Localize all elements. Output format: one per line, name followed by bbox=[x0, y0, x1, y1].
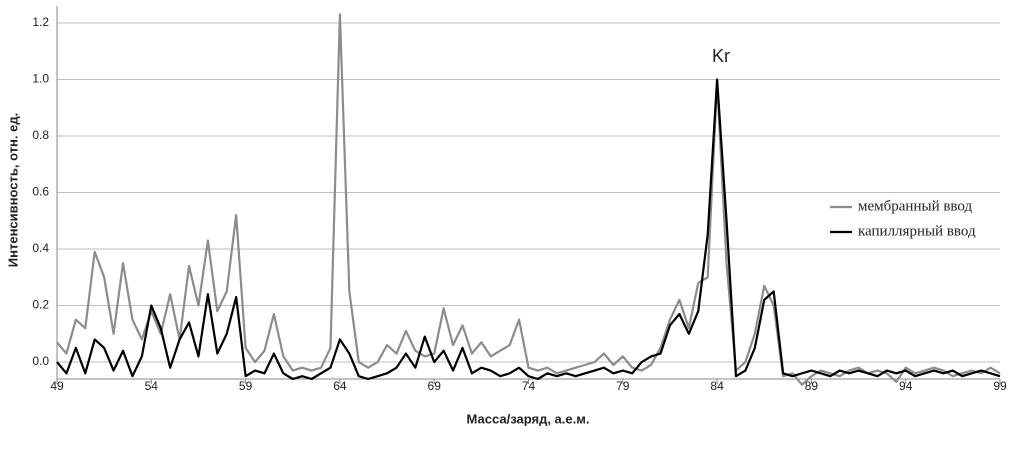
legend-label: мембранный ввод bbox=[858, 198, 972, 214]
x-tick-label: 49 bbox=[50, 379, 64, 393]
x-tick-label: 89 bbox=[805, 379, 819, 393]
x-tick-label: 79 bbox=[616, 379, 630, 393]
y-tick-label: 0.4 bbox=[32, 241, 49, 255]
x-tick-label: 94 bbox=[899, 379, 913, 393]
y-tick-label: 0.6 bbox=[32, 185, 49, 199]
y-tick-label: 0.8 bbox=[32, 128, 49, 142]
y-tick-label: 0.2 bbox=[32, 298, 49, 312]
series-line bbox=[56, 78, 1001, 381]
y-tick-label: 1.2 bbox=[32, 15, 49, 29]
legend-label: капиллярный ввод bbox=[858, 223, 976, 239]
x-tick-label: 54 bbox=[145, 379, 159, 393]
y-tick-label: 0.0 bbox=[32, 354, 49, 368]
y-tick-label: 1.0 bbox=[32, 72, 49, 86]
y-axis-label: Интенсивность, отн. ед. bbox=[5, 113, 20, 267]
x-tick-label: 59 bbox=[239, 379, 253, 393]
x-tick-label: 74 bbox=[522, 379, 536, 393]
annotation: Kr bbox=[712, 46, 730, 66]
x-tick-label: 84 bbox=[710, 379, 724, 393]
series-line bbox=[56, 13, 1001, 386]
x-tick-label: 64 bbox=[333, 379, 347, 393]
x-axis-label: Масса/заряд, а.е.м. bbox=[467, 411, 590, 426]
x-tick-label: 69 bbox=[428, 379, 442, 393]
x-tick-label: 99 bbox=[993, 379, 1007, 393]
